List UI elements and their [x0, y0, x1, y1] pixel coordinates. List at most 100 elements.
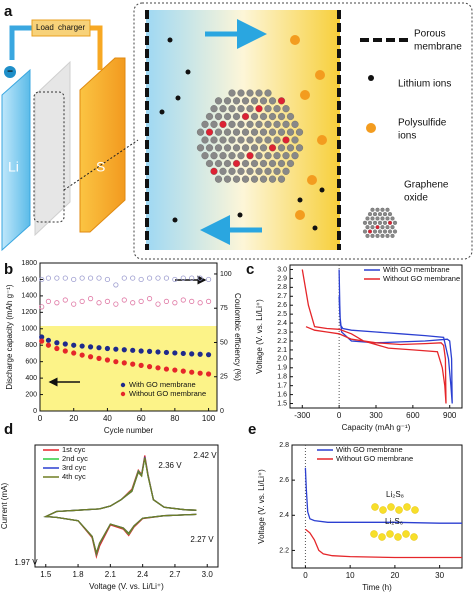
graphene-atom [228, 120, 236, 128]
membrane-zoom [133, 2, 473, 260]
plot-frame [34, 444, 219, 568]
y-tick-label: 2.7 [277, 293, 287, 300]
graphene-atom [259, 159, 268, 168]
graphene-atom [241, 159, 250, 168]
graphene-atom [255, 89, 263, 97]
y2-tick-label: 75 [220, 305, 228, 312]
graphene-atom [214, 97, 223, 105]
polysulfide-ion [307, 175, 317, 185]
data-point [163, 298, 170, 304]
data-point [138, 298, 144, 304]
data-point [71, 342, 77, 348]
graphene-atom [286, 144, 295, 152]
graphene-atom [291, 152, 299, 160]
graphene-atom [286, 159, 295, 168]
y-tick-label: 1.6 [277, 391, 287, 398]
y-axis-label: Voltage (V. vs. Li/Li⁺) [257, 469, 266, 544]
x-tick-label: 20 [69, 414, 78, 423]
graphene-atom [219, 167, 227, 175]
data-point [62, 341, 68, 347]
graphene-atom [232, 112, 241, 121]
data-point [146, 348, 153, 354]
y-tick-label: 800 [25, 342, 37, 349]
data-point [96, 300, 102, 306]
data-point [104, 345, 111, 352]
x-tick-label: 900 [443, 411, 457, 420]
legend-label: 4th cyc [62, 472, 86, 481]
graphene-atom [223, 175, 232, 183]
molecule-atom [379, 506, 387, 514]
lithium-ion [297, 197, 303, 203]
graphene-atom [291, 120, 299, 128]
graphene-atom [375, 216, 380, 221]
charger-label: charger [58, 23, 85, 32]
x-tick-label: 0 [337, 411, 342, 420]
data-point [54, 345, 60, 352]
panel-label: b [4, 261, 13, 278]
graphene-atom [273, 136, 281, 144]
annotation: Li₂S₆ [385, 517, 403, 526]
data-point [130, 347, 136, 353]
data-point [79, 275, 85, 281]
x-tick-label: 2.7 [169, 570, 181, 579]
legend-label: With GO membrane [336, 445, 403, 454]
annotation: 2.27 V [190, 535, 214, 544]
x-tick-label: 80 [170, 414, 179, 423]
graphene-atom [228, 89, 236, 97]
graphene-atom [210, 136, 218, 144]
graphene-atom [295, 128, 304, 136]
graphene-atom [282, 152, 290, 160]
graphene-atom [370, 207, 375, 212]
graphene-atom [228, 105, 236, 113]
graphene-atom [250, 144, 259, 152]
x-axis-label: Capacity (mAh g⁻¹) [342, 423, 411, 432]
x-tick-label: 600 [406, 411, 420, 420]
graphene-atom [264, 136, 272, 144]
legend-text: oxide [404, 193, 428, 204]
graphene-atom [210, 152, 218, 160]
graphene-atom [205, 128, 214, 136]
data-point [138, 362, 144, 368]
data-point [189, 275, 195, 281]
y-tick-label: 2.6 [277, 302, 287, 309]
data-point [180, 297, 186, 303]
graphene-atom [246, 152, 254, 160]
graphene-atom [372, 212, 378, 217]
data-point [113, 346, 119, 352]
x-tick-label: 2.1 [105, 570, 117, 579]
data-point [205, 371, 212, 377]
graphene-atom [214, 144, 223, 152]
data-point [205, 276, 212, 283]
legend-text: Lithium ions [398, 79, 451, 90]
polysulfide-ion [315, 70, 325, 80]
lithium-ion [159, 109, 165, 115]
graphene-atom [250, 175, 259, 183]
data-point [62, 275, 68, 281]
series-line [43, 457, 197, 556]
panel-label: d [4, 421, 13, 438]
legend-label: 1st cyc [62, 445, 86, 454]
graphene-atom [375, 233, 380, 238]
data-point [113, 301, 119, 307]
data-point [96, 275, 102, 281]
graphene-atom [264, 105, 272, 113]
graphene-atom [390, 216, 395, 221]
graphene-atom [365, 225, 370, 230]
graphene-atom [228, 152, 236, 160]
y-tick-label: 2.1 [277, 347, 287, 354]
y-tick-label: 1200 [21, 309, 37, 316]
battery: Load charger − + Li S [1, 19, 139, 252]
load-label: Load [36, 23, 54, 32]
series-line [304, 528, 462, 559]
series-line [304, 467, 462, 524]
y2-tick-label: 0 [220, 408, 224, 415]
graphene-atom [370, 216, 375, 221]
graphene-atom [277, 175, 286, 183]
data-point [104, 298, 111, 304]
graphene-atom [380, 207, 385, 212]
x-axis-label: Voltage (V. vs. Li/Li⁺) [89, 582, 164, 591]
graphene-atom [365, 233, 370, 238]
y-tick-label: 2.8 [279, 442, 289, 449]
data-point [39, 276, 45, 283]
data-point [62, 297, 68, 303]
